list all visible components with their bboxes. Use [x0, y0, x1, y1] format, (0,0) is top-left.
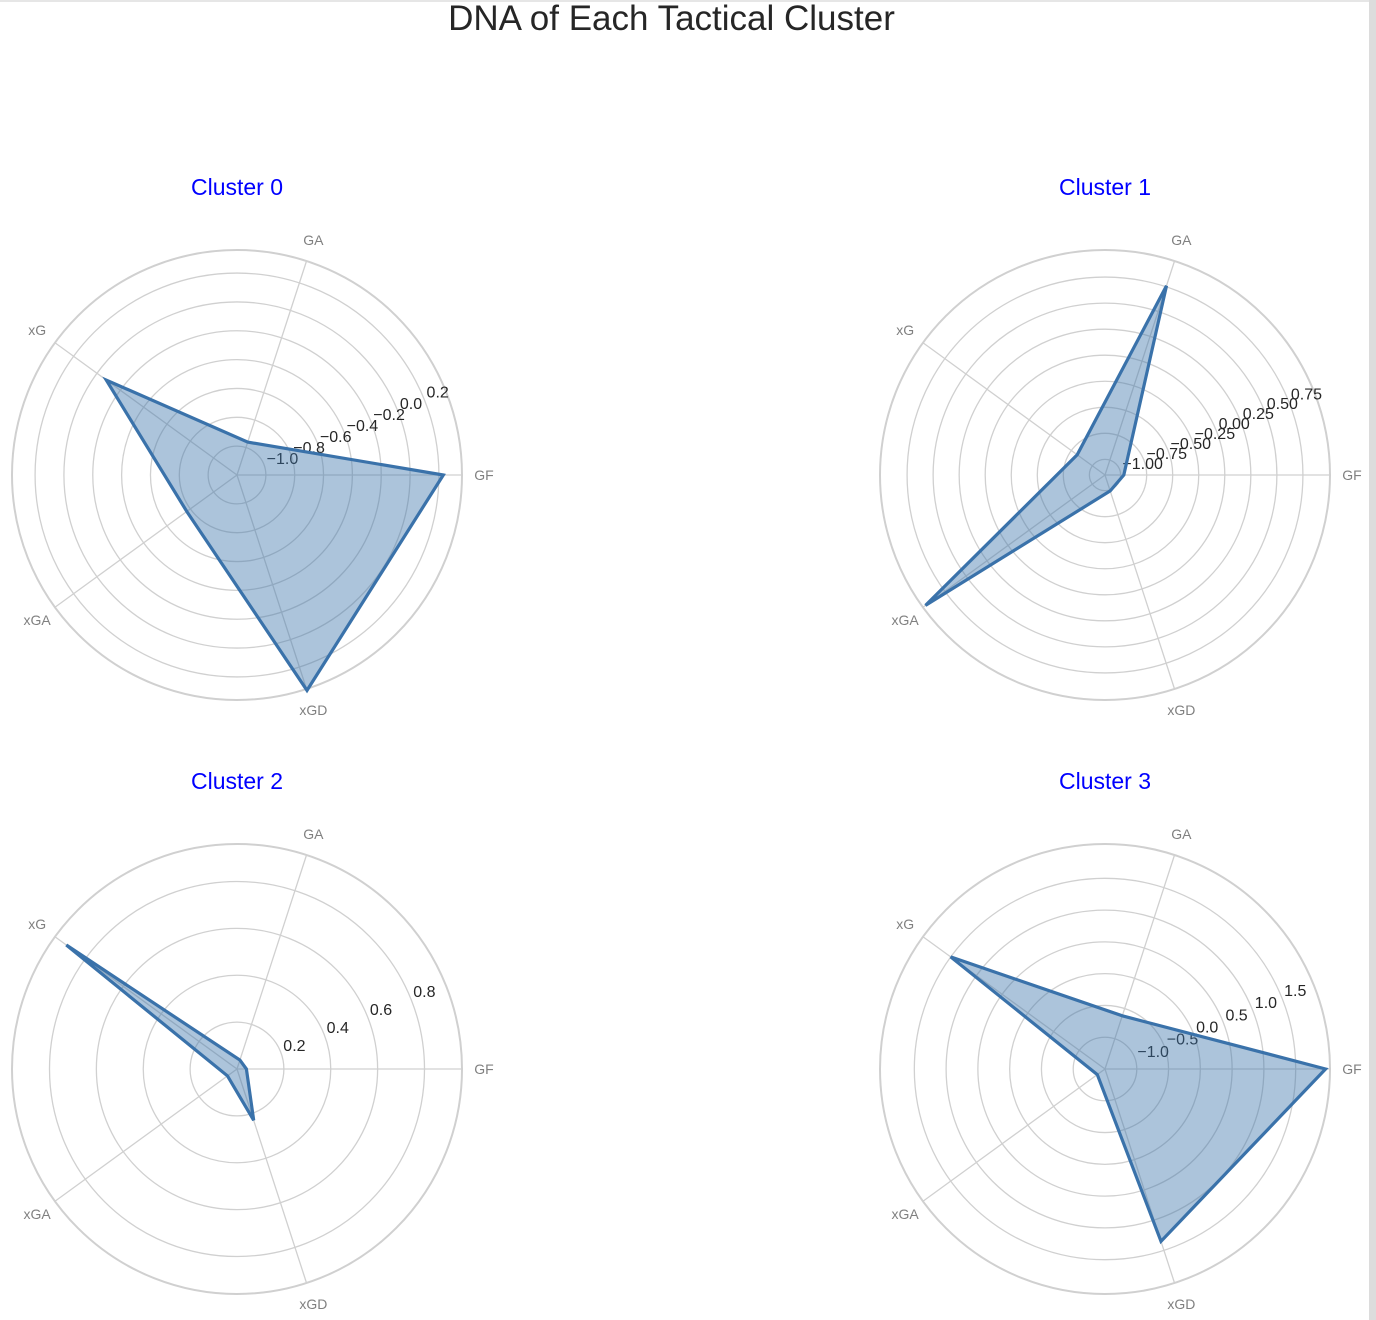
axis-label-ga: GA [1171, 826, 1192, 842]
figure-title: DNA of Each Tactical Cluster [448, 0, 895, 38]
axis-label-xgd: xGD [1167, 1296, 1195, 1312]
r-tick-label: 0.2 [427, 385, 449, 402]
r-tick-label: 1.5 [1284, 983, 1306, 1000]
panel-title: Cluster 0 [191, 174, 283, 200]
spoke-xgd [236, 1068, 308, 1284]
r-tick-label: −0.25 [1195, 426, 1236, 443]
panel-title: Cluster 2 [191, 768, 283, 794]
spoke-xgd [1104, 1068, 1176, 1284]
r-tick-label: −0.5 [1167, 1032, 1199, 1049]
radar-panel-0: Cluster 0GFGAxGxGAxGD−1.0−0.8−0.6−0.4−0.… [11, 174, 494, 718]
spoke-xga [54, 474, 238, 608]
spoke-xga [922, 474, 1106, 608]
axis-label-xgd: xGD [299, 1296, 327, 1312]
spoke-ga [236, 854, 308, 1070]
r-tick-label: 0.8 [413, 984, 435, 1001]
axis-label-xg: xG [28, 916, 46, 932]
r-tick-label: 0.25 [1243, 406, 1274, 423]
r-tick-label: −1.0 [1137, 1044, 1169, 1061]
axis-label-xga: xGA [24, 612, 52, 628]
r-tick-label: −1.0 [267, 451, 299, 468]
data-polygon [924, 285, 1169, 607]
r-tick-label: 0.00 [1219, 416, 1250, 433]
axis-label-gf: GF [474, 467, 493, 483]
r-tick-label: −0.50 [1171, 436, 1212, 453]
r-tick-label: −0.6 [320, 429, 352, 446]
r-tick-label: 0.6 [370, 1002, 392, 1019]
spoke-xg [922, 342, 1106, 476]
r-tick-label: 0.4 [327, 1020, 349, 1037]
axis-label-xg: xG [896, 322, 914, 338]
data-polygon [65, 943, 256, 1122]
r-tick-label: 0.2 [283, 1038, 305, 1055]
r-tick-label: 0.0 [400, 396, 422, 413]
r-tick-label: 1.0 [1255, 995, 1277, 1012]
scrollbar-track[interactable] [1369, 0, 1376, 1320]
axis-label-gf: GF [1342, 467, 1361, 483]
radar-panel-2: Cluster 2 GF GA xG xGA xGD 0.2 0.4 0.6 0.8 [11, 768, 494, 1312]
data-polygon [949, 955, 1329, 1245]
axis-label-gf: GF [474, 1061, 493, 1077]
radar-panel-1: Cluster 1 GF GA xG xGA xGD −1.00−0.75−0.50−0.2… [879, 174, 1362, 718]
r-tick-label: 0.50 [1267, 396, 1298, 413]
data-polygon [102, 376, 446, 694]
axis-label-xga: xGA [892, 612, 920, 628]
axis-label-xgd: xGD [1167, 702, 1195, 718]
radar-panel-3: Cluster 3 GF GA xG xGA xGD −1.0−0.50.0 0.5 1.0 1.… [879, 768, 1362, 1312]
axis-label-xg: xG [896, 916, 914, 932]
r-tick-label: −0.4 [347, 418, 379, 435]
r-tick-label: −0.75 [1146, 446, 1187, 463]
axis-label-gf: GF [1342, 1061, 1361, 1077]
window-top-border [0, 0, 1376, 2]
panel-title: Cluster 1 [1059, 174, 1151, 200]
r-tick-label: 0.0 [1196, 1020, 1218, 1037]
spoke-xg [54, 342, 238, 476]
r-tick-label: −0.2 [373, 407, 405, 424]
axis-label-xga: xGA [24, 1206, 52, 1222]
spoke-xga [54, 1068, 238, 1202]
spoke-xgd [236, 474, 308, 690]
axis-label-ga: GA [303, 232, 324, 248]
axis-label-xga: xGA [892, 1206, 920, 1222]
spoke-xgd [1104, 474, 1176, 690]
r-tick-label: −1.00 [1122, 456, 1163, 473]
axis-label-xgd: xGD [299, 702, 327, 718]
spoke-xga [922, 1068, 1106, 1202]
axis-label-ga: GA [1171, 232, 1192, 248]
r-tick-label: 0.5 [1225, 1007, 1247, 1024]
spoke-ga [236, 260, 308, 476]
r-tick-label: 0.75 [1291, 386, 1322, 403]
panel-title: Cluster 3 [1059, 768, 1151, 794]
axis-label-xg: xG [28, 322, 46, 338]
spoke-ga [1104, 854, 1176, 1070]
axis-label-ga: GA [303, 826, 324, 842]
